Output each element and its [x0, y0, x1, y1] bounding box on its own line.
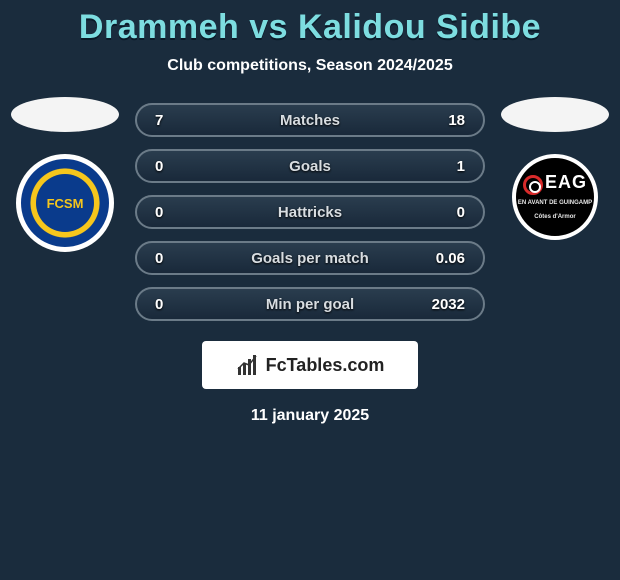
stat-label: Goals	[289, 158, 331, 175]
right-club-badge-text: EAG EN AVANT DE GUINGAMP Côtes d'Armor	[518, 172, 592, 221]
right-player-col: EAG EN AVANT DE GUINGAMP Côtes d'Armor	[495, 97, 615, 240]
stat-right-value: 1	[425, 158, 465, 175]
stat-label: Goals per match	[251, 250, 369, 267]
brand-text: FcTables.com	[266, 355, 385, 376]
stat-bar: 7 Matches 18	[135, 103, 485, 137]
stat-label: Hattricks	[278, 204, 342, 221]
left-flag-oval	[11, 97, 119, 132]
left-club-badge: FCSM	[16, 154, 114, 252]
comparison-card: Drammeh vs Kalidou Sidibe Club competiti…	[0, 0, 620, 425]
stat-left-value: 0	[155, 296, 195, 313]
subtitle: Club competitions, Season 2024/2025	[0, 57, 620, 75]
right-club-badge: EAG EN AVANT DE GUINGAMP Côtes d'Armor	[512, 154, 598, 240]
date-line: 11 january 2025	[0, 407, 620, 425]
brand-box: FcTables.com	[202, 341, 418, 389]
stat-bar: 0 Min per goal 2032	[135, 287, 485, 321]
left-club-badge-text: FCSM	[36, 174, 94, 232]
stat-left-value: 7	[155, 112, 195, 129]
stat-bar: 0 Goals per match 0.06	[135, 241, 485, 275]
stat-right-value: 0.06	[425, 250, 465, 267]
page-title: Drammeh vs Kalidou Sidibe	[0, 8, 620, 47]
stat-bar: 0 Goals 1	[135, 149, 485, 183]
stat-right-value: 0	[425, 204, 465, 221]
chart-icon	[236, 353, 260, 377]
stat-label: Min per goal	[266, 296, 354, 313]
main-row: FCSM 7 Matches 18 0 Goals 1 0 Hattricks 0 0 Goals …	[0, 97, 620, 321]
stats-column: 7 Matches 18 0 Goals 1 0 Hattricks 0 0 Goals per m…	[135, 97, 485, 321]
stat-label: Matches	[280, 112, 340, 129]
stat-right-value: 18	[425, 112, 465, 129]
stat-left-value: 0	[155, 204, 195, 221]
ring-icon	[523, 175, 543, 195]
stat-right-value: 2032	[425, 296, 465, 313]
stat-left-value: 0	[155, 250, 195, 267]
left-player-col: FCSM	[5, 97, 125, 252]
stat-bar: 0 Hattricks 0	[135, 195, 485, 229]
stat-left-value: 0	[155, 158, 195, 175]
right-flag-oval	[501, 97, 609, 132]
